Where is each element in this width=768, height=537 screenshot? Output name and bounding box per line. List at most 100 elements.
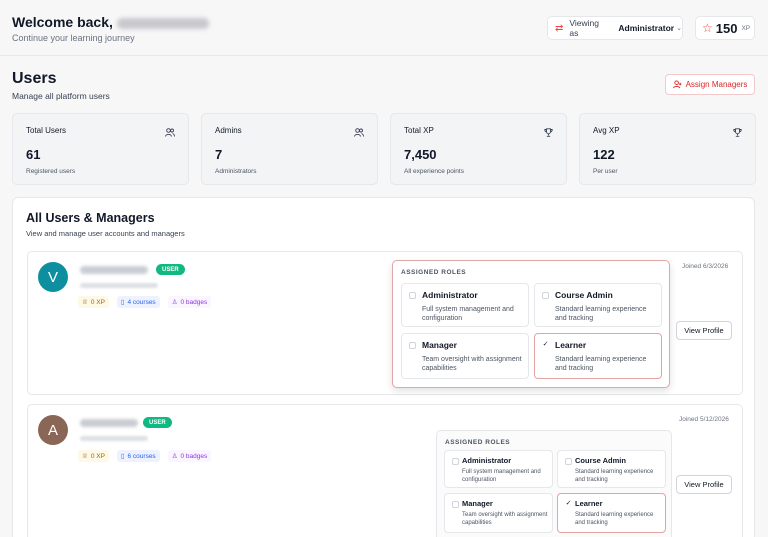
welcome-heading: Welcome back, <box>12 14 209 30</box>
role-name: Course Admin <box>575 456 626 465</box>
role-option-manager[interactable]: Manager Team oversight with assignment c… <box>444 493 553 533</box>
stat-card-total-users: Total Users 61 Registered users <box>12 113 189 185</box>
user-email-redacted <box>80 436 148 441</box>
role-description: Team oversight with assignment capabilit… <box>462 512 548 527</box>
avatar: A <box>38 415 68 445</box>
check-icon[interactable]: ✓ <box>542 341 549 348</box>
stat-value: 7 <box>215 147 223 162</box>
stat-title: Total Users <box>26 126 67 135</box>
user-stats: ♕ 0 XP ▯ 4 courses ♙ 0 badges <box>78 296 212 308</box>
xp-value: 150 <box>715 20 738 36</box>
role-checkbox[interactable] <box>452 458 459 465</box>
role-description: Standard learning experience and trackin… <box>575 512 654 527</box>
check-icon[interactable]: ✓ <box>565 500 572 507</box>
user-name-redacted <box>80 266 148 274</box>
stat-value: 7,450 <box>404 147 437 162</box>
user-name-redacted <box>116 17 209 29</box>
panel-subtitle: View and manage user accounts and manage… <box>26 229 185 238</box>
role-badge: USER <box>143 417 172 428</box>
role-description: Full system management and configuration <box>422 306 514 323</box>
award-icon: ♙ <box>171 453 178 460</box>
xp-chip-label: 0 XP <box>90 298 105 306</box>
stat-title: Admins <box>215 126 242 135</box>
stat-title: Total XP <box>404 126 434 135</box>
role-name: Learner <box>555 340 587 350</box>
viewing-as-value: Administrator <box>618 23 675 33</box>
role-option-manager[interactable]: Manager Team oversight with assignment c… <box>401 333 529 379</box>
page-title: Users <box>12 70 57 87</box>
role-checkbox[interactable] <box>452 501 459 508</box>
role-checkbox[interactable] <box>565 458 572 465</box>
roles-title: ASSIGNED ROLES <box>401 269 467 276</box>
role-name: Manager <box>462 499 493 508</box>
role-checkbox[interactable] <box>542 292 549 299</box>
assign-managers-button[interactable]: Assign Managers <box>665 74 755 95</box>
viewing-as-label: Viewing as <box>569 18 600 38</box>
view-profile-button[interactable]: View Profile <box>676 321 732 340</box>
view-profile-button[interactable]: View Profile <box>676 475 732 494</box>
book-icon: ▯ <box>120 299 125 306</box>
avatar: V <box>38 262 68 292</box>
role-option-administrator[interactable]: Administrator Full system management and… <box>444 450 553 488</box>
role-option-administrator[interactable]: Administrator Full system management and… <box>401 283 529 327</box>
badges-chip: ♙ 0 badges <box>167 296 212 308</box>
stat-value: 122 <box>593 147 615 162</box>
assigned-roles-popover: ASSIGNED ROLES Administrator Full system… <box>392 260 670 388</box>
joined-date: Joined 6/3/2026 <box>682 263 729 270</box>
role-description: Standard learning experience and trackin… <box>555 306 647 323</box>
trophy-icon: ♕ <box>82 453 88 460</box>
page-subtitle: Manage all platform users <box>12 91 110 101</box>
avatar-initial: A <box>47 421 58 439</box>
avatar-initial: V <box>47 268 58 286</box>
stat-card-avg-xp: Avg XP 122 Per user <box>579 113 756 185</box>
users-icon <box>165 128 175 139</box>
trophy-icon <box>544 128 553 139</box>
star-icon: ☆ <box>702 21 713 35</box>
roles-title: ASSIGNED ROLES <box>445 439 511 446</box>
award-icon: ♙ <box>171 299 178 306</box>
role-name: Course Admin <box>555 290 613 300</box>
xp-chip: ♕ 0 XP <box>78 296 109 308</box>
role-checkbox[interactable] <box>409 292 416 299</box>
user-card: A USER ♕ 0 XP ▯ 6 courses ♙ 0 badges Joined… <box>27 404 743 537</box>
role-name: Administrator <box>422 290 478 300</box>
panel-title: All Users & Managers <box>26 211 155 225</box>
role-description: Standard learning experience and trackin… <box>575 469 654 484</box>
role-description: Full system management and configuration <box>462 469 541 484</box>
viewing-as-select[interactable]: ⇄ Viewing as Administrator ⌄ <box>547 16 683 40</box>
book-icon: ▯ <box>120 453 125 460</box>
role-name: Learner <box>575 499 603 508</box>
role-option-learner[interactable]: ✓ Learner Standard learning experience a… <box>557 493 666 533</box>
role-option-learner[interactable]: ✓ Learner Standard learning experience a… <box>534 333 662 379</box>
role-name: Administrator <box>462 456 512 465</box>
stat-card-total-xp: Total XP 7,450 All experience points <box>390 113 567 185</box>
stat-subtitle: Per user <box>593 168 618 175</box>
role-option-course-admin[interactable]: Course Admin Standard learning experienc… <box>534 283 662 327</box>
users-icon <box>354 128 364 139</box>
assign-managers-label: Assign Managers <box>685 80 748 89</box>
xp-unit: XP <box>741 24 751 32</box>
user-stats: ♕ 0 XP ▯ 6 courses ♙ 0 badges <box>78 450 212 462</box>
courses-chip-label: 4 courses <box>127 298 156 306</box>
swap-icon: ⇄ <box>555 22 564 34</box>
stat-subtitle: Registered users <box>26 168 76 175</box>
role-checkbox[interactable] <box>409 342 416 349</box>
assigned-roles-panel: ASSIGNED ROLES Administrator Full system… <box>436 430 672 537</box>
courses-chip: ▯ 4 courses <box>116 296 160 308</box>
chevron-down-icon: ⌄ <box>676 25 682 32</box>
xp-counter: ☆ 150 XP <box>695 16 755 40</box>
courses-chip-label: 6 courses <box>127 452 156 460</box>
role-option-course-admin[interactable]: Course Admin Standard learning experienc… <box>557 450 666 488</box>
role-badge: USER <box>156 264 185 275</box>
user-email-redacted <box>80 283 158 288</box>
role-description: Standard learning experience and trackin… <box>555 356 647 373</box>
top-bar: Welcome back, Continue your learning jou… <box>0 0 768 56</box>
stat-title: Avg XP <box>593 126 620 135</box>
welcome-subtitle: Continue your learning journey <box>12 33 135 43</box>
stat-value: 61 <box>26 147 41 162</box>
joined-date: Joined 5/12/2026 <box>679 416 729 423</box>
user-card: V USER ♕ 0 XP ▯ 4 courses ♙ 0 badges Joined… <box>27 251 743 395</box>
courses-chip: ▯ 6 courses <box>116 450 160 462</box>
trophy-icon <box>733 128 742 139</box>
badges-chip-label: 0 badges <box>180 298 208 306</box>
